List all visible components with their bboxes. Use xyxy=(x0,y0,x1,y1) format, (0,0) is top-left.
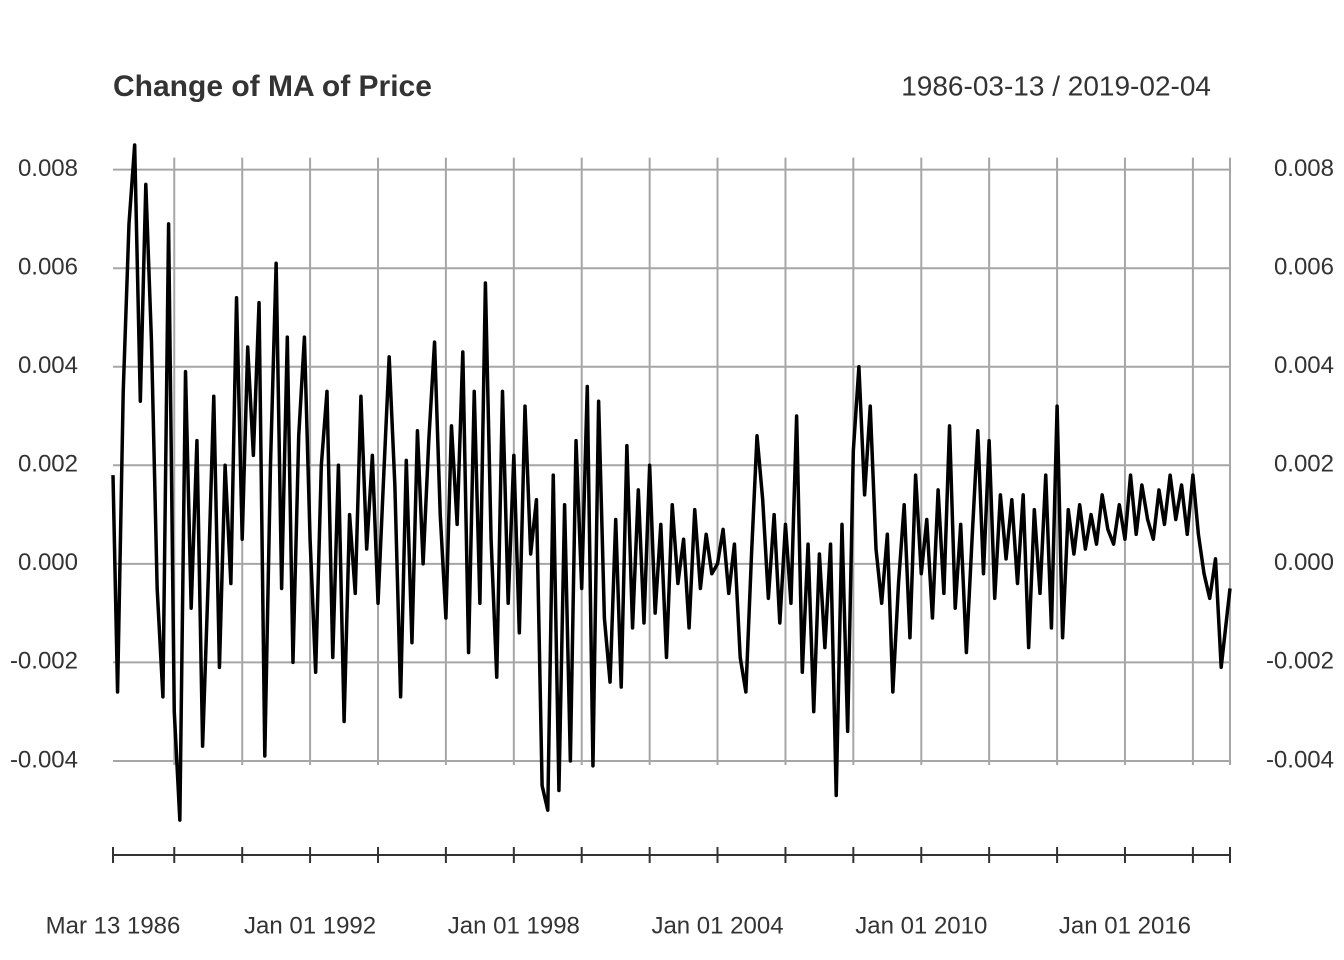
y-tick-label-right: 0.008 xyxy=(1274,155,1334,182)
y-tick-label-right: -0.004 xyxy=(1266,746,1334,773)
date-range: 1986-03-13 / 2019-02-04 xyxy=(901,70,1211,101)
y-tick-label-right: 0.002 xyxy=(1274,451,1334,478)
x-tick-label: Jan 01 1992 xyxy=(244,912,376,939)
price-ma-change-line xyxy=(111,143,1232,822)
y-tick-label: 0.000 xyxy=(18,549,78,576)
chart-title: Change of MA of Price xyxy=(113,70,432,103)
x-tick-label: Jan 01 2004 xyxy=(651,912,783,939)
y-tick-label: -0.002 xyxy=(10,648,78,675)
y-tick-label: 0.004 xyxy=(18,352,78,379)
x-tick-label: Jan 01 2016 xyxy=(1059,912,1191,939)
y-tick-label-right: 0.004 xyxy=(1274,352,1334,379)
y-tick-label: 0.002 xyxy=(18,451,78,478)
y-tick-label: 0.006 xyxy=(18,254,78,281)
x-tick-label: Mar 13 1986 xyxy=(46,912,181,939)
y-tick-label: -0.004 xyxy=(10,746,78,773)
x-tick-label: Jan 01 2010 xyxy=(855,912,987,939)
y-tick-label: 0.008 xyxy=(18,155,78,182)
y-tick-label-right: 0.006 xyxy=(1274,254,1334,281)
y-tick-label-right: -0.002 xyxy=(1266,648,1334,675)
x-tick-label: Jan 01 1998 xyxy=(448,912,580,939)
y-tick-label-right: 0.000 xyxy=(1274,549,1334,576)
